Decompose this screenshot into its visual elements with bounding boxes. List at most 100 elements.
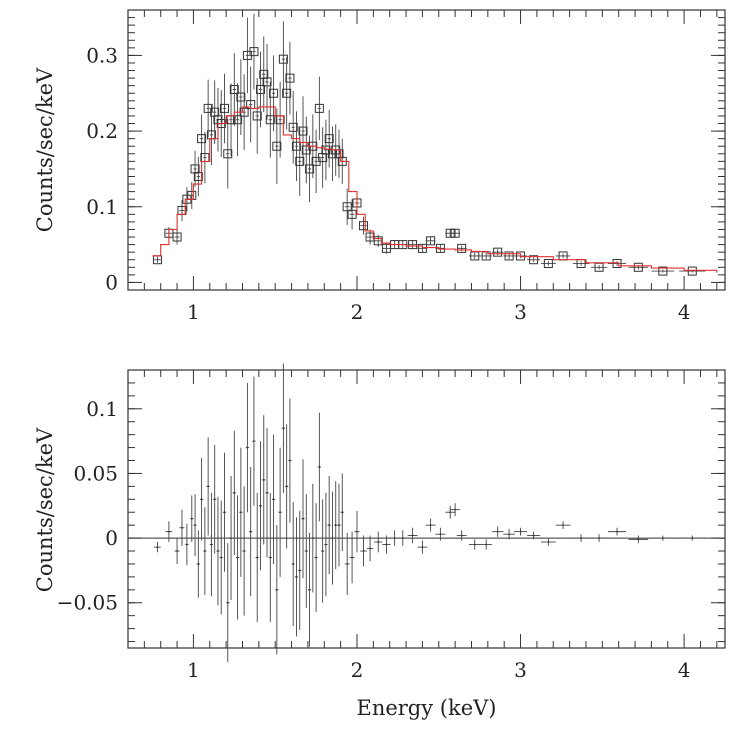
data-point	[279, 511, 282, 514]
data-point	[226, 601, 229, 604]
data-point	[454, 508, 457, 511]
data-point	[269, 556, 272, 559]
data-point	[278, 54, 288, 64]
data-point	[236, 556, 239, 559]
data-point	[230, 537, 232, 539]
data-point	[519, 530, 522, 533]
data-point	[249, 47, 259, 57]
data-point	[308, 588, 311, 591]
data-point	[194, 524, 196, 527]
data-point	[295, 156, 305, 166]
data-point	[197, 563, 200, 565]
y-axis-title: Counts/sec/keV	[33, 427, 57, 592]
data-point	[334, 524, 337, 527]
data-point	[217, 550, 219, 552]
data-point	[272, 498, 275, 501]
data-point	[473, 543, 476, 546]
data-point	[543, 259, 553, 269]
data-point	[401, 537, 404, 539]
data-point	[331, 537, 334, 539]
data-point	[377, 541, 380, 543]
data-point	[532, 534, 535, 537]
data-point	[508, 533, 510, 536]
data-point	[529, 255, 539, 265]
data-point	[262, 77, 272, 87]
data-point	[485, 543, 488, 546]
data-point	[236, 92, 246, 102]
data-point	[496, 530, 499, 533]
y-tick-label: 0.3	[86, 43, 118, 67]
data-point	[351, 556, 353, 559]
data-point	[369, 547, 371, 550]
data-point	[347, 209, 357, 219]
y-tick-label: 0.2	[86, 119, 118, 143]
data-point	[318, 466, 321, 468]
data-point	[637, 538, 640, 541]
data-point	[346, 563, 349, 565]
data-point	[200, 498, 203, 501]
data-point	[426, 236, 436, 246]
data-point	[282, 88, 292, 98]
data-point	[210, 543, 213, 546]
data-point	[616, 530, 618, 533]
data-point	[252, 111, 262, 121]
data-point	[504, 251, 514, 261]
data-point	[197, 134, 207, 144]
data-point	[292, 563, 295, 565]
data-point	[373, 236, 383, 246]
data-point	[265, 115, 275, 125]
data-point	[302, 517, 304, 520]
data-point	[167, 530, 170, 533]
data-point	[633, 262, 643, 272]
data-point	[285, 485, 288, 488]
data-point	[338, 524, 340, 527]
data-point	[223, 149, 233, 159]
data-point	[243, 550, 246, 552]
data-point	[190, 517, 193, 520]
data-point	[362, 550, 365, 552]
data-point	[239, 511, 242, 514]
data-point	[341, 511, 344, 514]
plot-frame	[127, 369, 726, 649]
y-tick-label: 0	[105, 526, 118, 550]
data-point	[298, 569, 301, 572]
data-point	[612, 259, 622, 269]
data-point	[213, 498, 216, 501]
x-axis-title: Energy (keV)	[356, 696, 496, 720]
data-point	[450, 228, 460, 238]
data-point	[311, 537, 314, 539]
data-point	[598, 537, 600, 539]
data-point	[233, 491, 236, 494]
data-point	[220, 103, 230, 113]
y-tick-label: 0.1	[86, 397, 118, 421]
data-point	[298, 126, 308, 136]
data-point	[449, 511, 452, 514]
y-tick-label: 0.05	[73, 461, 118, 485]
data-point	[661, 537, 664, 539]
data-point	[295, 575, 298, 578]
data-point	[457, 243, 467, 253]
data-point	[203, 550, 206, 552]
data-point	[262, 479, 265, 481]
data-point	[288, 122, 298, 132]
data-point	[246, 446, 249, 449]
data-point	[359, 221, 369, 231]
model-line	[152, 106, 718, 273]
data-point	[282, 427, 285, 430]
data-point	[253, 440, 255, 443]
data-point	[691, 537, 694, 539]
data-point	[435, 243, 445, 253]
x-tick-label: 1	[187, 300, 200, 324]
data-point	[328, 524, 331, 527]
data-point	[176, 550, 178, 552]
data-point	[223, 511, 226, 514]
data-point	[408, 240, 418, 250]
data-point	[321, 550, 324, 552]
x-tick-label: 4	[678, 658, 691, 682]
data-point	[291, 141, 301, 151]
data-point	[421, 546, 424, 549]
data-point	[220, 556, 223, 559]
y-tick-label: 0	[105, 270, 118, 294]
data-point	[324, 134, 334, 144]
data-point	[315, 556, 317, 559]
